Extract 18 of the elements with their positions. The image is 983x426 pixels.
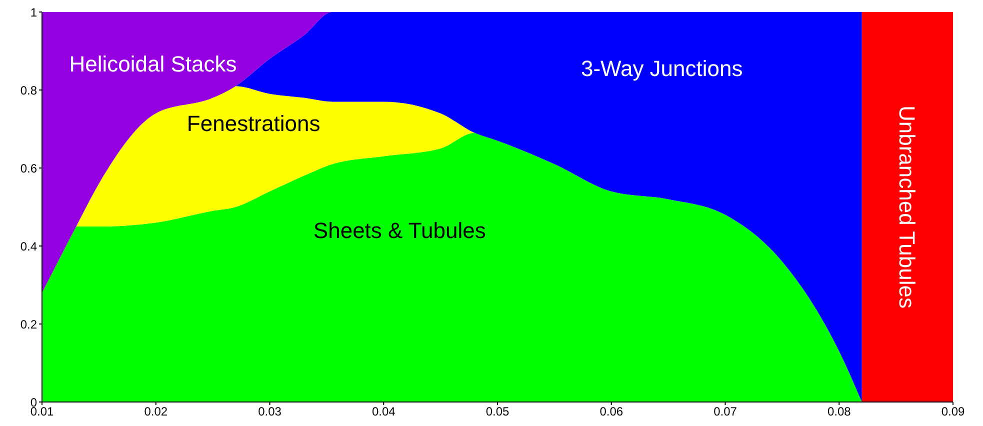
y-tick-label: 0.4 [20, 239, 38, 254]
y-tick-label: 0.2 [20, 317, 38, 332]
x-tick-label: 0.08 [827, 404, 852, 419]
series-label: Fenestrations [186, 110, 320, 136]
series-label: Helicoidal Stacks [69, 51, 237, 76]
band-label: Unbranched Tubules [894, 105, 920, 309]
x-tick-label: 0.07 [714, 404, 738, 419]
x-tick-label: 0.09 [941, 404, 965, 419]
x-tick-label: 0.06 [600, 404, 624, 419]
y-tick-label: 1 [30, 5, 38, 20]
y-tick-label: 0.8 [20, 83, 38, 98]
x-tick-label: 0.03 [258, 404, 282, 419]
x-tick-label: 0.04 [372, 404, 396, 419]
series-label: Sheets & Tubules [313, 218, 486, 243]
x-tick-label: 0.02 [144, 404, 168, 419]
y-tick-label: 0.6 [20, 161, 38, 176]
x-tick-label: 0.05 [486, 404, 510, 419]
series-label: 3-Way Junctions [580, 56, 743, 81]
